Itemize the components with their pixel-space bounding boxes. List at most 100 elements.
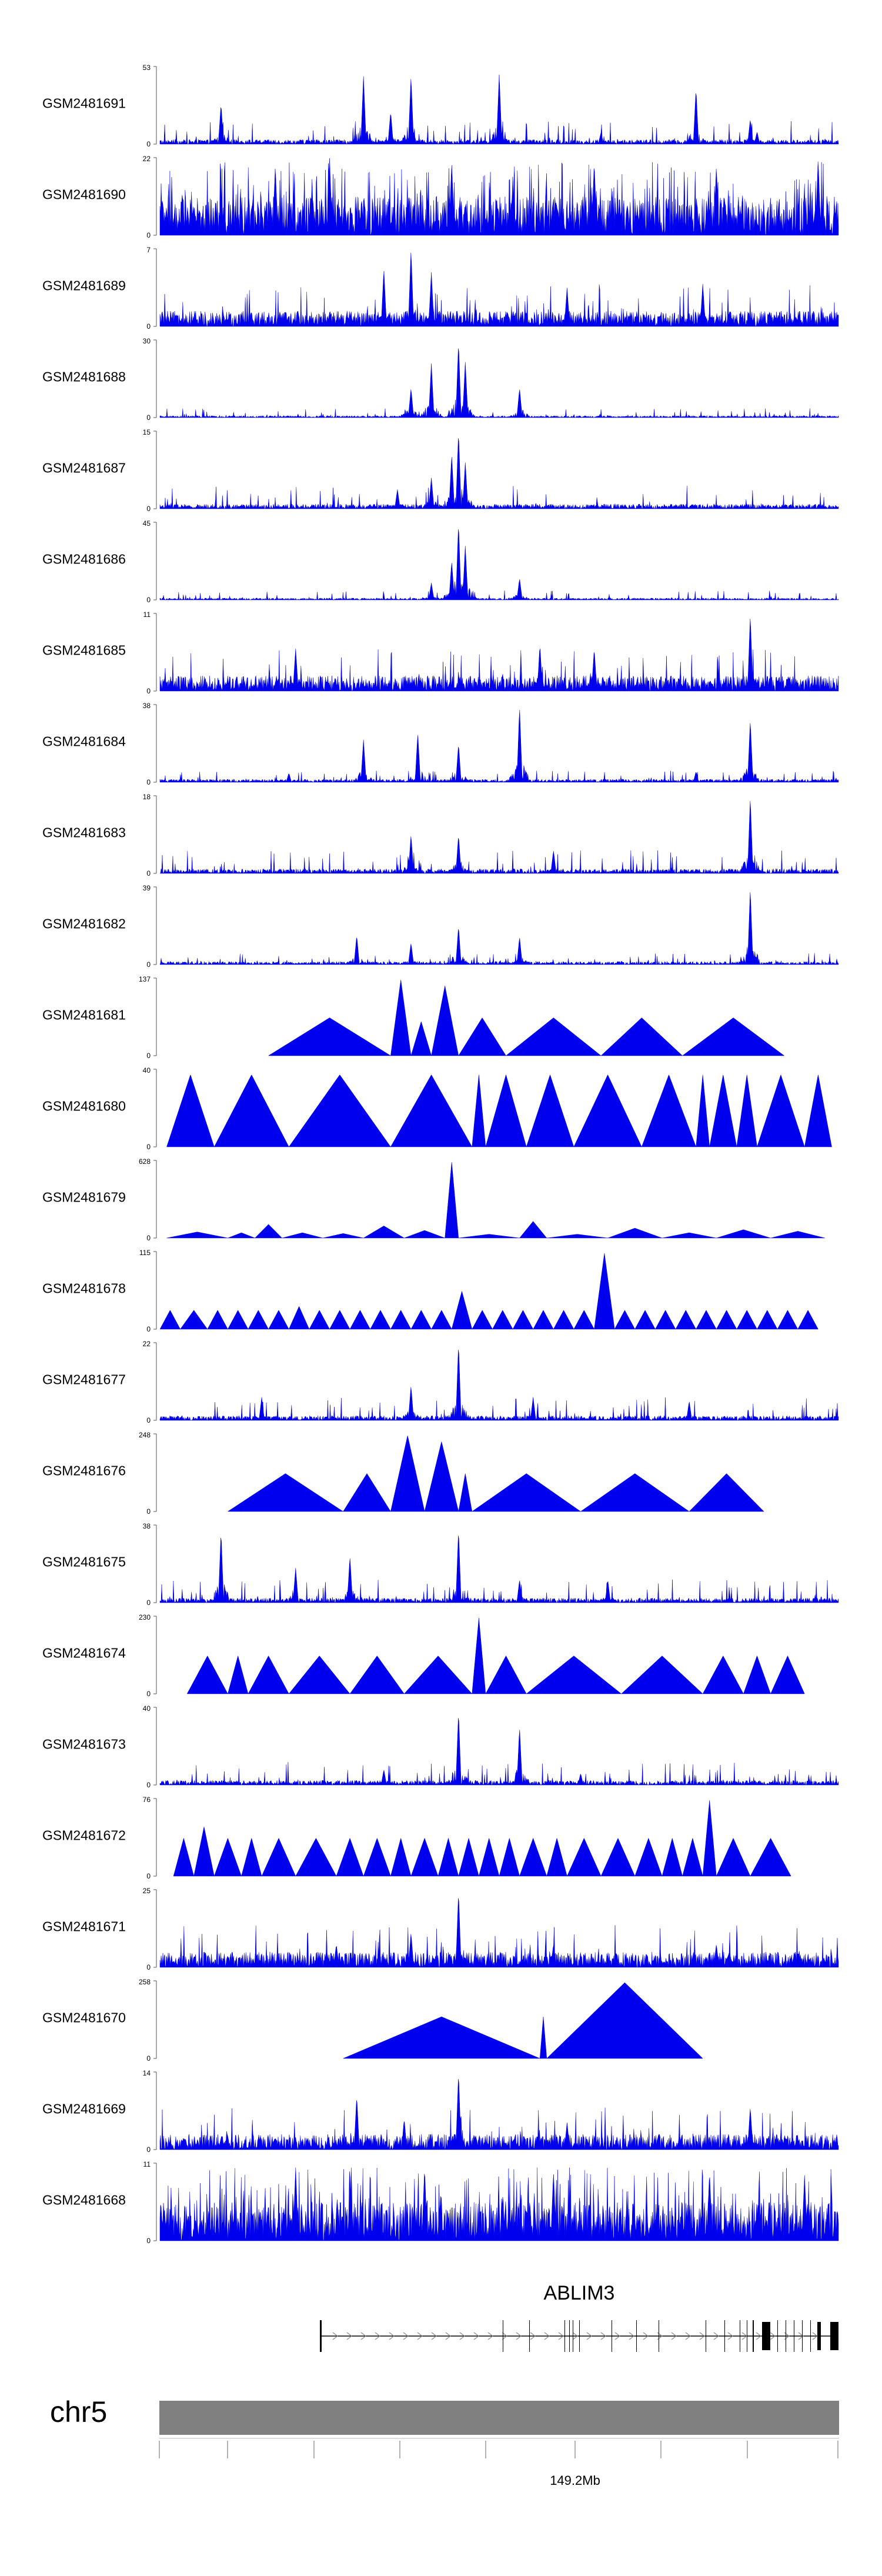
track-name-label: GSM2481672 [42,1828,126,1843]
track-name-label: GSM2481668 [42,2193,126,2208]
y-max-label: 45 [143,519,151,528]
y-min-label: 0 [146,2054,151,2063]
gene-exon [579,2320,580,2352]
y-min-label: 0 [146,322,151,331]
y-max-label: 40 [143,1704,151,1713]
y-max-label: 14 [143,2069,151,2077]
signal-area [173,1800,791,1877]
signal-area [186,1617,805,1694]
track-GSM2481690: GSM2481690 22 0 [42,155,839,239]
y-max-label: 30 [143,337,151,345]
y-min-label: 0 [146,1143,151,1151]
y-min-label: 0 [146,1052,151,1060]
strand-arrow [431,2332,437,2340]
track-GSM2481684: GSM2481684 38 0 [42,702,839,786]
y-max-label: 258 [139,1978,151,1986]
signal-area [159,158,839,236]
gene-exon [810,2320,811,2352]
y-max-label: 38 [143,702,151,710]
strand-arrow [544,2332,550,2340]
y-min-label: 0 [146,2237,151,2245]
strand-arrow [558,2332,564,2340]
gene-exon [753,2320,754,2352]
strand-arrow [629,2332,634,2340]
track-GSM2481676: GSM2481676 248 0 [42,1431,764,1516]
track-name-label: GSM2481676 [42,1463,126,1479]
track-GSM2481686: GSM2481686 45 0 [42,519,839,604]
track-name-label: GSM2481681 [42,1007,126,1023]
y-min-label: 0 [146,1325,151,1333]
signal-area [159,438,839,509]
strand-arrow [375,2332,380,2340]
strand-arrow [487,2332,493,2340]
track-name-label: GSM2481679 [42,1190,126,1205]
gene-exon [320,2320,322,2352]
track-GSM2481682: GSM2481682 39 0 [42,884,839,969]
track-GSM2481674: GSM2481674 230 0 [42,1613,805,1698]
gene-exon [724,2320,725,2352]
chromosome-track: chr5 149.2Mb [50,2395,839,2488]
strand-arrow [403,2332,409,2340]
track-GSM2481669: GSM2481669 14 0 [42,2069,839,2154]
gene-exon [564,2320,565,2352]
y-min-label: 0 [146,2145,151,2154]
track-name-label: GSM2481671 [42,1919,126,1934]
signal-area [159,1253,818,1330]
signal-area [268,979,785,1056]
gene-exon [802,2320,803,2352]
y-max-label: 38 [143,1522,151,1530]
y-max-label: 18 [143,793,151,801]
track-GSM2481679: GSM2481679 628 0 [42,1157,825,1242]
track-name-label: GSM2481683 [42,825,126,840]
genome-tick-label: 149.2Mb [550,2473,600,2488]
strand-arrow [572,2332,578,2340]
y-max-label: 248 [139,1431,151,1439]
gene-model-ablim3 [320,2320,838,2352]
track-GSM2481677: GSM2481677 22 0 [42,1340,839,1424]
signal-area [159,801,839,874]
track-GSM2481673: GSM2481673 40 0 [42,1704,839,1789]
y-min-label: 0 [146,869,151,877]
strand-arrow [727,2332,733,2340]
signal-area [159,619,839,692]
y-max-label: 115 [139,1249,151,1257]
track-name-label: GSM2481674 [42,1646,126,1661]
track-name-label: GSM2481685 [42,643,126,658]
track-name-label: GSM2481677 [42,1372,126,1387]
strand-arrow [459,2332,465,2340]
y-max-label: 7 [146,246,151,254]
strand-arrow [516,2332,522,2340]
strand-arrow [798,2332,804,2340]
signal-area [159,75,839,145]
y-max-label: 39 [143,884,151,892]
gene-label: ABLIM3 [544,2282,615,2304]
strand-arrow [360,2332,366,2340]
gene-exon [762,2322,770,2350]
track-GSM2481671: GSM2481671 25 0 [42,1887,839,1971]
signal-area [166,1074,832,1147]
signal-area [227,1435,764,1512]
signal-area [159,1536,839,1603]
y-min-label: 0 [146,505,151,513]
signal-area [343,1982,703,2059]
y-min-label: 0 [146,140,151,148]
track-GSM2481670: GSM2481670 258 0 [42,1978,703,2063]
strand-arrow [530,2332,536,2340]
track-name-label: GSM2481680 [42,1099,126,1114]
y-max-label: 137 [139,975,151,983]
track-GSM2481678: GSM2481678 115 0 [42,1249,818,1333]
strand-arrow [473,2332,479,2340]
signal-area [159,1350,839,1421]
y-max-label: 15 [143,428,151,436]
y-min-label: 0 [146,596,151,604]
y-min-label: 0 [146,687,151,695]
track-GSM2481688: GSM2481688 30 0 [42,337,839,422]
strand-arrow [614,2332,620,2340]
y-min-label: 0 [146,960,151,969]
track-GSM2481689: GSM2481689 7 0 [42,246,839,331]
track-name-label: GSM2481689 [42,278,126,293]
strand-arrow [502,2332,507,2340]
strand-arrow [685,2332,691,2340]
y-min-label: 0 [146,1963,151,1971]
